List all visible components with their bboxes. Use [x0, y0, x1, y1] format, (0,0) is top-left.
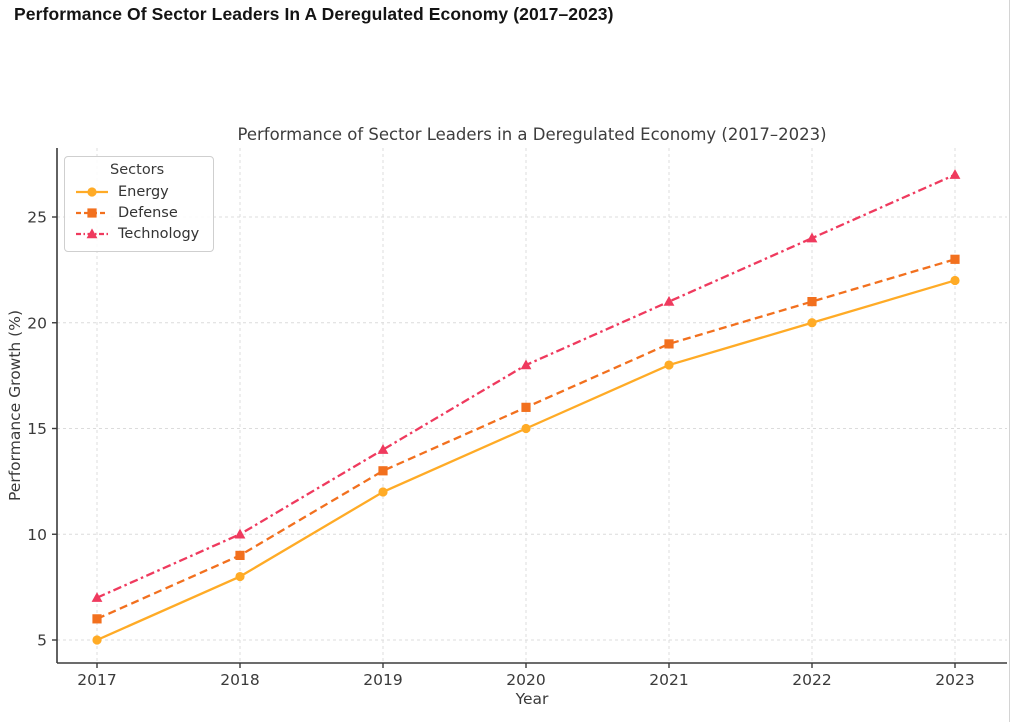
x-tick-label: 2021 — [649, 671, 688, 689]
marker-defense — [664, 339, 674, 349]
legend-label-technology: Technology — [118, 225, 200, 242]
marker-technology — [806, 232, 818, 243]
marker-legend-energy — [87, 186, 97, 197]
marker-energy — [950, 275, 960, 286]
marker-technology — [377, 444, 389, 454]
marker-defense — [378, 466, 388, 476]
legend-sample-defense — [76, 207, 108, 218]
legend-title: Sectors — [110, 162, 165, 178]
legend-label-defense: Defense — [118, 204, 178, 221]
page-right-border — [1009, 0, 1010, 722]
legend-sample-technology — [76, 227, 108, 238]
marker-technology — [91, 592, 103, 602]
marker-defense — [807, 297, 817, 307]
marker-energy — [521, 423, 531, 434]
marker-technology — [949, 169, 961, 179]
y-tick-label: 20 — [27, 314, 47, 332]
chart-title: Performance of Sector Leaders in a Dereg… — [237, 125, 827, 144]
page-title: Performance Of Sector Leaders In A Dereg… — [14, 4, 614, 24]
marker-defense — [235, 550, 245, 560]
marker-technology — [234, 528, 246, 539]
legend-items: Energy Defense Technology — [75, 181, 199, 244]
marker-defense — [521, 402, 531, 412]
x-tick-label: 2022 — [792, 671, 831, 689]
y-tick-label: 5 — [37, 632, 47, 650]
marker-defense — [92, 614, 102, 624]
marker-technology — [663, 296, 675, 306]
y-tick-label: 10 — [27, 526, 47, 544]
marker-energy — [378, 487, 388, 497]
x-tick-label: 2023 — [935, 671, 974, 689]
marker-energy — [235, 571, 245, 582]
x-axis-label: Year — [515, 690, 549, 708]
marker-legend-technology — [86, 227, 98, 238]
legend: Sectors Energy Defense Technology — [64, 156, 215, 252]
y-tick-label: 15 — [27, 420, 47, 438]
marker-defense — [950, 254, 960, 264]
x-tick-label: 2017 — [77, 671, 116, 689]
legend-item-technology[interactable]: Technology — [75, 223, 199, 244]
y-tick-label: 25 — [27, 209, 47, 227]
x-tick-label: 2020 — [506, 671, 545, 689]
marker-legend-defense — [87, 207, 97, 218]
marker-technology — [520, 359, 532, 370]
legend-sample-energy — [76, 186, 108, 197]
legend-label-energy: Energy — [118, 183, 169, 200]
legend-item-defense[interactable]: Defense — [75, 202, 199, 223]
y-axis-label: Performance Growth (%) — [6, 310, 24, 502]
x-tick-label: 2019 — [363, 671, 402, 689]
marker-energy — [807, 318, 817, 328]
legend-item-energy[interactable]: Energy — [75, 181, 199, 202]
x-tick-label: 2018 — [220, 671, 259, 689]
marker-energy — [664, 360, 674, 370]
marker-energy — [92, 635, 102, 645]
